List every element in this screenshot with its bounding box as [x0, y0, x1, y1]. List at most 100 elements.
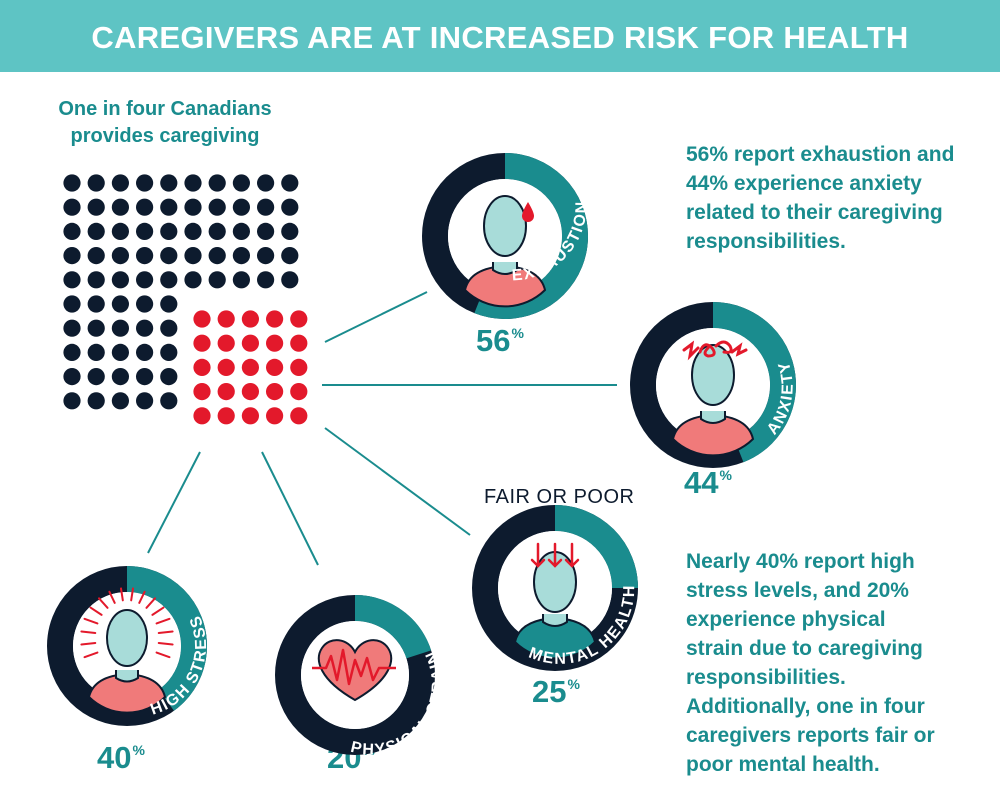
exhaustion-value: 56 [476, 323, 511, 358]
caregiver-dot [193, 407, 211, 425]
mental-health-prefix: FAIR OR POOR [484, 486, 635, 508]
stress-ray [97, 597, 109, 609]
caregiver-dot [217, 383, 235, 401]
population-dot [208, 174, 226, 192]
percent-sign: % [132, 742, 145, 758]
population-dot [257, 222, 275, 240]
population-dot [63, 368, 81, 386]
stress-ray [83, 617, 99, 625]
population-dot [160, 222, 178, 240]
connector-line [261, 451, 319, 566]
population-dot [281, 198, 299, 216]
population-dot [160, 174, 178, 192]
high-stress-ring: HIGH STRESS [47, 566, 209, 726]
note-line: poor mental health. [686, 753, 880, 776]
population-dot [136, 222, 154, 240]
note-line: experience physical [686, 608, 886, 631]
population-dot [184, 174, 202, 192]
mental-health-ring: MENTAL HEALTH [472, 505, 638, 671]
caregiver-dot [290, 407, 308, 425]
percent-sign: % [567, 676, 580, 692]
note-line: related to their caregiving [686, 201, 943, 224]
note-line: stress levels, and 20% [686, 579, 909, 602]
caregiver-dot [217, 407, 235, 425]
caregiver-dot [193, 358, 211, 376]
population-dot [136, 392, 154, 410]
population-dot [87, 174, 105, 192]
note-exhaustion-anxiety: 56% report exhaustion and 44% experience… [686, 140, 986, 256]
population-dot [111, 174, 129, 192]
population-dot [160, 319, 178, 337]
sweat-drop-face-icon [463, 195, 547, 308]
population-dot [136, 247, 154, 265]
caregiver-dot [290, 358, 308, 376]
population-dot [281, 174, 299, 192]
heart-pulse-icon [312, 639, 396, 702]
anxiety-value: 44 [684, 465, 719, 500]
population-dot [160, 392, 178, 410]
population-dot [136, 368, 154, 386]
anxiety-percent: 44% [684, 465, 732, 501]
stress-ray [80, 641, 97, 646]
population-dot [111, 247, 129, 265]
population-dot [63, 222, 81, 240]
population-dot [232, 198, 250, 216]
population-dot [111, 222, 129, 240]
population-dot [63, 295, 81, 313]
caregiver-dot [266, 334, 284, 352]
stress-ray [80, 630, 97, 635]
population-dot [184, 222, 202, 240]
population-dot [281, 222, 299, 240]
note-line: 44% experience anxiety [686, 172, 922, 195]
caregiver-dot [241, 407, 259, 425]
population-dot [136, 343, 154, 361]
population-dot [257, 247, 275, 265]
connector-line [324, 427, 471, 536]
caregiver-dot [241, 383, 259, 401]
population-dot [87, 247, 105, 265]
note-line: Additionally, one in four [686, 695, 925, 718]
stress-ray [157, 630, 174, 635]
intro-text: One in four Canadians provides caregivin… [40, 96, 290, 150]
caregiver-dot [217, 334, 235, 352]
stress-ray [151, 606, 165, 616]
population-dot [232, 271, 250, 289]
note-line: responsibilities. [686, 666, 846, 689]
population-dot [136, 198, 154, 216]
population-dot [87, 319, 105, 337]
caregiver-dot [290, 383, 308, 401]
caregiver-dot [266, 358, 284, 376]
population-dot [111, 295, 129, 313]
note-line: responsibilities. [686, 230, 846, 253]
population-dot [63, 198, 81, 216]
stress-ray [138, 590, 146, 604]
population-dot [63, 247, 81, 265]
caregiver-dot [193, 310, 211, 328]
connector-line [324, 291, 428, 343]
population-dot [63, 271, 81, 289]
population-dot [232, 174, 250, 192]
connector-lines [147, 291, 617, 566]
note-line: strain due to caregiving [686, 637, 923, 660]
stress-ray [108, 590, 116, 604]
caregiver-dot [217, 358, 235, 376]
radiating-lines-face-icon [80, 587, 174, 714]
caregiver-dot [290, 334, 308, 352]
percent-sign: % [719, 467, 732, 483]
stress-ray [157, 641, 174, 646]
population-dot [87, 392, 105, 410]
ring-progress [275, 595, 435, 755]
population-dot [232, 222, 250, 240]
mental-health-percent: 25% [532, 674, 580, 710]
stress-ray [155, 651, 171, 659]
population-dot [160, 368, 178, 386]
caregiver-dot [266, 407, 284, 425]
population-dot [136, 174, 154, 192]
ring-progress [472, 505, 638, 671]
exhaustion-percent: 56% [476, 323, 524, 359]
connector-line [147, 451, 201, 554]
note-stress-strain: Nearly 40% report high stress levels, an… [686, 547, 986, 779]
scribble-head-face-icon [671, 340, 755, 457]
caregiver-dot [266, 310, 284, 328]
percent-sign: % [511, 325, 524, 341]
